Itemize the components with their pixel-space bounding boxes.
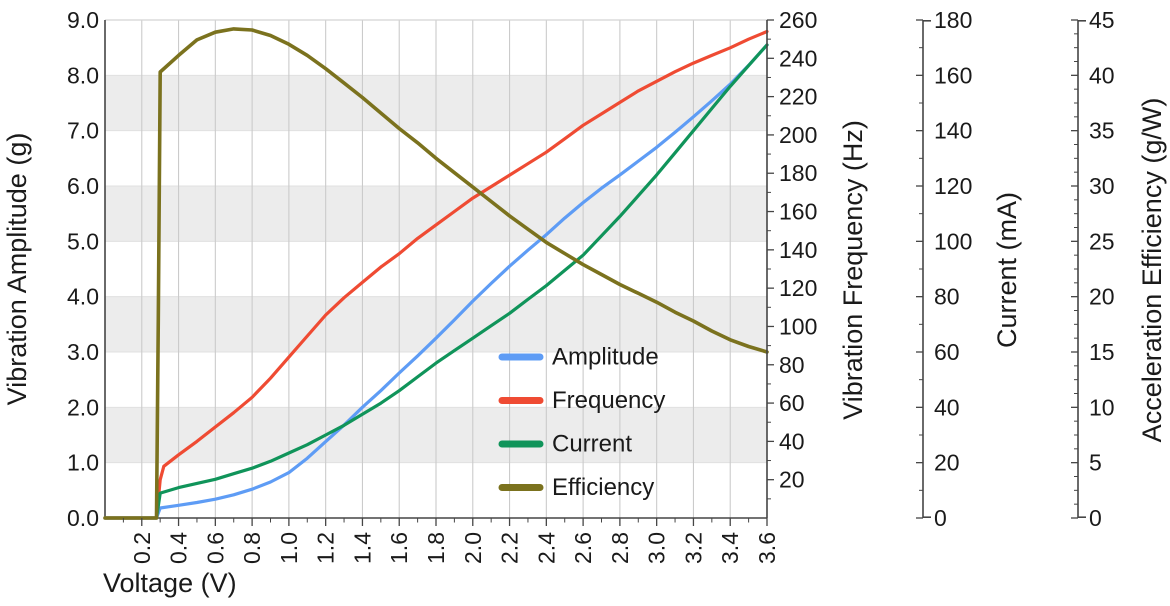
- frequency-tick-label: 220: [779, 84, 817, 110]
- amplitude-tick-label: 9.0: [67, 7, 99, 33]
- x-axis-tick-label: 0.6: [202, 532, 228, 564]
- frequency-tick-label: 80: [779, 352, 805, 378]
- efficiency-tick-label: 5: [1089, 450, 1102, 476]
- x-axis-tick-label: 1.2: [313, 532, 339, 564]
- amplitude-tick-label: 7.0: [67, 118, 99, 144]
- legend-label-efficiency: Efficiency: [552, 474, 654, 501]
- current-tick-label: 60: [934, 339, 960, 365]
- efficiency-tick-label: 10: [1089, 394, 1115, 420]
- series-amplitude-line: [103, 43, 769, 520]
- current-tick-label: 0: [934, 505, 947, 531]
- frequency-tick-label: 140: [779, 237, 817, 263]
- x-axis-tick-label: 2.2: [497, 532, 523, 564]
- current-tick-label: 40: [934, 394, 960, 420]
- x-axis-tick-label: 2.8: [607, 532, 633, 564]
- series-frequency-line: [103, 29, 769, 520]
- amplitude-tick-label: 4.0: [67, 284, 99, 310]
- current-tick-label: 20: [934, 450, 960, 476]
- x-axis-tick-label: 0.2: [129, 532, 155, 564]
- x-axis-title: Voltage (V): [103, 568, 237, 598]
- efficiency-tick-label: 35: [1089, 118, 1115, 144]
- x-axis-tick-label: 2.0: [460, 532, 486, 564]
- frequency-tick-label: 100: [779, 313, 817, 339]
- frequency-tick-label: 240: [779, 45, 817, 71]
- x-axis-tick-label: 2.6: [570, 532, 596, 564]
- frequency-tick-label: 40: [779, 428, 805, 454]
- current-tick-label: 180: [934, 7, 972, 33]
- efficiency-tick-label: 0: [1089, 505, 1102, 531]
- frequency-tick-label: 20: [779, 467, 805, 493]
- amplitude-tick-label: 6.0: [67, 173, 99, 199]
- x-axis-tick-label: 1.8: [423, 532, 449, 564]
- frequency-tick-label: 60: [779, 390, 805, 416]
- legend-label-frequency: Frequency: [552, 387, 665, 414]
- efficiency-axis-title: Acceleration Efficiency (g/W): [1137, 98, 1167, 443]
- amplitude-tick-label: 3.0: [67, 339, 99, 365]
- x-axis-tick-label: 0.4: [166, 532, 192, 564]
- frequency-tick-label: 160: [779, 199, 817, 225]
- frequency-tick-label: 260: [779, 7, 817, 33]
- frequency-tick-label: 120: [779, 275, 817, 301]
- amplitude-tick-label: 2.0: [67, 394, 99, 420]
- series-current-line: [103, 43, 769, 520]
- x-axis-tick-label: 3.4: [717, 532, 743, 564]
- legend-label-current: Current: [552, 431, 632, 458]
- efficiency-tick-label: 40: [1089, 62, 1115, 88]
- frequency-axis-title: Vibration Frequency (Hz): [838, 120, 868, 420]
- efficiency-tick-label: 25: [1089, 228, 1115, 254]
- current-tick-label: 140: [934, 118, 972, 144]
- x-axis-tick-label: 3.0: [644, 532, 670, 564]
- current-tick-label: 160: [934, 62, 972, 88]
- efficiency-tick-label: 45: [1089, 7, 1115, 33]
- frequency-tick-label: 200: [779, 122, 817, 148]
- amplitude-tick-label: 5.0: [67, 228, 99, 254]
- efficiency-tick-label: 30: [1089, 173, 1115, 199]
- x-axis-tick-label: 1.4: [349, 532, 375, 564]
- x-axis-tick-label: 1.0: [276, 532, 302, 564]
- x-axis-tick-label: 2.4: [533, 532, 559, 564]
- efficiency-tick-label: 20: [1089, 284, 1115, 310]
- amplitude-tick-label: 0.0: [67, 505, 99, 531]
- x-axis-tick-label: 3.6: [754, 532, 780, 564]
- amplitude-axis-title: Vibration Amplitude (g): [2, 133, 32, 406]
- amplitude-tick-label: 1.0: [67, 450, 99, 476]
- efficiency-tick-label: 15: [1089, 339, 1115, 365]
- x-axis-tick-label: 3.2: [680, 532, 706, 564]
- current-tick-label: 120: [934, 173, 972, 199]
- current-tick-label: 100: [934, 228, 972, 254]
- legend-label-amplitude: Amplitude: [552, 344, 659, 371]
- current-axis-title: Current (mA): [992, 192, 1022, 348]
- x-axis-tick-label: 1.6: [386, 532, 412, 564]
- amplitude-tick-label: 8.0: [67, 62, 99, 88]
- frequency-tick-label: 180: [779, 160, 817, 186]
- x-axis-tick-label: 0.8: [239, 532, 265, 564]
- series-efficiency-line: [103, 27, 769, 520]
- current-tick-label: 80: [934, 284, 960, 310]
